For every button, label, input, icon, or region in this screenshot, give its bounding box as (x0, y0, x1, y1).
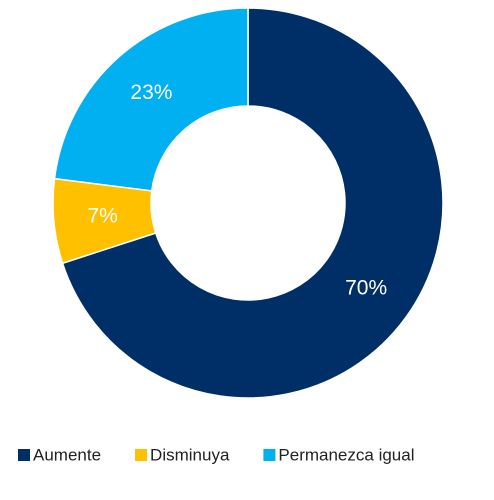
data-label: 23% (130, 81, 172, 104)
legend-swatch (135, 449, 148, 461)
legend-label: Permanezca igual (278, 445, 414, 464)
legend-label: Aumente (33, 445, 101, 464)
data-label: 70% (345, 276, 387, 299)
legend-label: Disminuya (150, 445, 230, 464)
legend-swatch (18, 449, 30, 461)
donut-slice (61, 7, 444, 399)
legend-swatch (263, 449, 276, 461)
donut-slice (53, 7, 249, 192)
data-label: 7% (87, 204, 117, 227)
